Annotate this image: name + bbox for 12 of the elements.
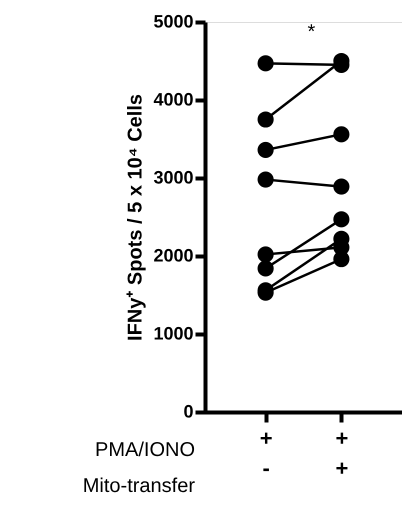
y-tick-label: 4000 bbox=[153, 90, 194, 110]
y-tick-label: 3000 bbox=[153, 168, 194, 188]
y-tick-label: 1000 bbox=[153, 324, 194, 344]
y-tick-label: 0 bbox=[183, 402, 194, 422]
annotation: * bbox=[307, 21, 316, 43]
y-tick-label: 5000 bbox=[153, 12, 194, 32]
text: PMA/IONO bbox=[94, 439, 195, 461]
y-axis-title: IFNy⁺ Spots / 5 x 10⁴ Cells bbox=[124, 94, 146, 341]
x-tick-label: + - bbox=[260, 426, 273, 480]
text: Mito-transfer bbox=[82, 475, 196, 497]
y-tick-label: 2000 bbox=[153, 246, 194, 266]
x-tick-label: + + bbox=[335, 426, 348, 480]
